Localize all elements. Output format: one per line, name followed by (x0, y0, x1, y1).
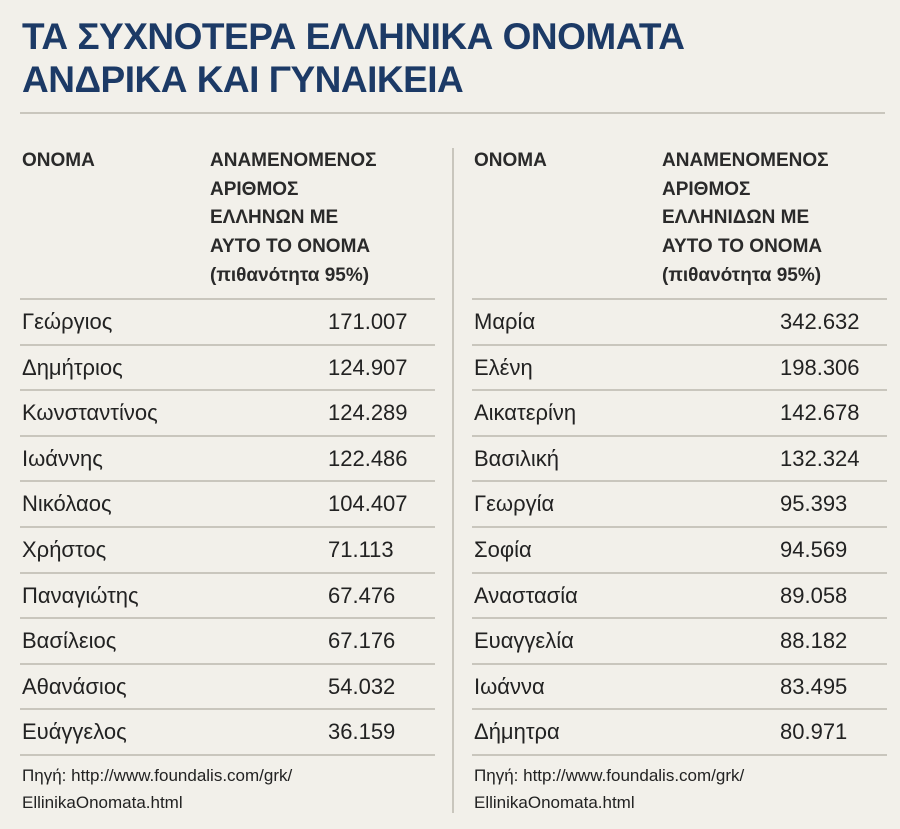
count-cell: 89.058 (780, 582, 848, 608)
row-rule (20, 617, 435, 620)
source-line: Πηγή: http://www.foundalis.com/grk/ (474, 766, 745, 785)
row-rule (472, 708, 887, 711)
row-rule (20, 662, 435, 665)
count-cell: 80.971 (780, 719, 848, 745)
count-cell: 198.306 (780, 354, 860, 380)
header-count: ΑΥΤΟ ΤΟ ΟΝΟΜΑ (662, 236, 823, 258)
name-cell: Ελένη (474, 354, 533, 380)
count-cell: 142.678 (780, 400, 860, 426)
row-rule (20, 754, 435, 756)
row-rule (20, 298, 435, 300)
name-cell: Νικόλαος (22, 491, 112, 517)
header-count: ΑΡΙΘΜΟΣ (210, 178, 299, 200)
count-cell: 171.007 (328, 309, 408, 334)
name-cell: Ιωάννης (22, 445, 103, 471)
name-cell: Γεώργιος (22, 309, 113, 334)
name-cell: Κωνσταντίνος (22, 400, 158, 426)
count-cell: 36.159 (328, 719, 396, 745)
row-rule (472, 526, 887, 528)
count-cell: 67.176 (328, 628, 396, 654)
row-rule (472, 434, 887, 437)
count-cell: 104.407 (328, 491, 408, 517)
count-cell: 124.289 (328, 400, 408, 426)
source-line: EllinikaOnomata.html (474, 793, 635, 812)
count-cell: 94.569 (780, 537, 848, 562)
row-rule (472, 617, 887, 620)
count-cell: 83.495 (780, 673, 848, 699)
header-count: ΑΥΤΟ ΤΟ ΟΝΟΜΑ (210, 236, 371, 258)
title-line: ΤΑ ΣΥΧΝΟΤΕΡΑ ΕΛΛΗΝΙΚΑ ΟΝΟΜΑΤΑ (22, 16, 685, 57)
source-line: EllinikaOnomata.html (22, 793, 183, 812)
header-count: ΑΝΑΜΕΝΟΜΕΝΟΣ (210, 150, 377, 171)
row-rule (472, 298, 887, 300)
name-cell: Βασιλική (474, 445, 559, 471)
name-cell: Παναγιώτης (22, 582, 139, 608)
header-count: ΕΛΛΗΝΙΔΩΝ ΜΕ (662, 207, 810, 229)
header-count: ΑΝΑΜΕΝΟΜΕΝΟΣ (662, 150, 829, 171)
name-cell: Βασίλειος (22, 628, 117, 654)
row-rule (472, 571, 887, 574)
row-rule (472, 389, 887, 392)
name-cell: Ιωάννα (474, 673, 545, 699)
name-cell: Ευαγγελία (474, 628, 574, 654)
row-rule (20, 571, 435, 574)
name-cell: Μαρία (474, 309, 536, 334)
row-rule (20, 480, 435, 483)
count-cell: 95.393 (780, 491, 848, 517)
count-cell: 124.907 (328, 354, 408, 380)
count-cell: 71.113 (328, 537, 394, 562)
count-cell: 122.486 (328, 445, 408, 471)
name-cell: Γεωργία (474, 491, 555, 517)
name-cell: Χρήστος (22, 537, 107, 562)
count-cell: 88.182 (780, 628, 848, 654)
count-cell: 342.632 (780, 309, 860, 334)
title-line: ΑΝΔΡΙΚΑ ΚΑΙ ΓΥΝΑΙΚΕΙΑ (22, 59, 464, 100)
count-cell: 67.476 (328, 582, 396, 608)
row-rule (472, 662, 887, 665)
name-cell: Δημήτριος (22, 354, 123, 380)
count-cell: 54.032 (328, 673, 396, 699)
name-cell: Ευάγγελος (22, 719, 127, 745)
name-cell: Αθανάσιος (22, 673, 127, 699)
column-divider (452, 148, 454, 813)
name-cell: Αικατερίνη (474, 400, 577, 426)
name-cell: Σοφία (474, 537, 532, 562)
count-cell: 132.324 (780, 445, 860, 471)
header-count: (πιθανότητα 95%) (662, 264, 822, 286)
row-rule (20, 708, 435, 711)
row-rule (20, 526, 435, 528)
header-count: ΕΛΛΗΝΩΝ ΜΕ (210, 207, 339, 229)
row-rule (20, 434, 435, 437)
header-count: (πιθανότητα 95%) (210, 264, 370, 286)
row-rule (20, 343, 435, 346)
header-name: ΟΝΟΜΑ (22, 150, 95, 171)
name-cell: Αναστασία (474, 582, 578, 608)
title-rule (20, 112, 885, 114)
header-name: ΟΝΟΜΑ (474, 150, 547, 171)
row-rule (472, 754, 887, 756)
row-rule (472, 480, 887, 483)
row-rule (20, 389, 435, 392)
row-rule (472, 343, 887, 346)
header-count: ΑΡΙΘΜΟΣ (662, 178, 751, 200)
source-line: Πηγή: http://www.foundalis.com/grk/ (22, 766, 293, 785)
name-cell: Δήμητρα (474, 719, 560, 745)
